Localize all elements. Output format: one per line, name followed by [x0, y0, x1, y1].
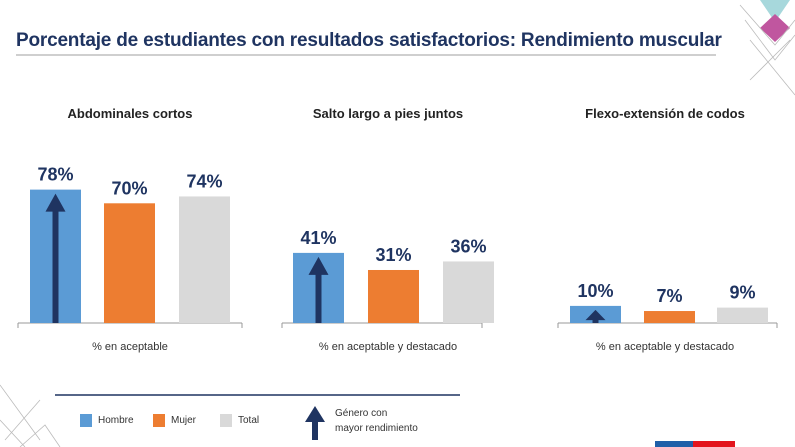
arrow-legend-line1: Género con	[335, 408, 388, 419]
chart-title: Salto largo a pies juntos	[313, 106, 463, 121]
bar-total	[717, 307, 768, 323]
flag-blue	[655, 441, 693, 447]
flag-red	[693, 441, 735, 447]
x-axis-label: % en aceptable y destacado	[319, 341, 457, 353]
legend-swatch-hombre	[80, 414, 92, 427]
arrow-legend-line2: mayor rendimiento	[335, 423, 418, 434]
legend-label: Hombre	[98, 415, 134, 426]
legend-label: Total	[238, 415, 260, 426]
legend-item-hombre: Hombre	[80, 414, 134, 427]
legend-label: Mujer	[171, 415, 197, 426]
arrow-up-icon	[308, 256, 329, 323]
data-label: 10%	[577, 281, 613, 301]
data-label: 9%	[729, 283, 755, 303]
arrow-up-icon	[305, 406, 325, 440]
legend-item-mujer: Mujer	[153, 414, 196, 427]
arrow-up-icon	[45, 193, 66, 323]
legend-swatch-total	[220, 414, 232, 427]
data-label: 78%	[37, 165, 73, 185]
page-title: Porcentaje de estudiantes con resultados…	[16, 30, 722, 51]
bar-total	[179, 196, 230, 323]
data-label: 74%	[186, 171, 222, 191]
chart-title: Flexo-extensión de codos	[585, 106, 745, 121]
data-label: 41%	[300, 228, 336, 248]
legend-swatch-mujer	[153, 414, 165, 427]
arrow-legend-text: Género con mayor rendimiento	[335, 406, 418, 436]
data-label: 31%	[375, 245, 411, 265]
data-label: 70%	[111, 178, 147, 198]
title-divider	[16, 54, 716, 56]
legend-item-total: Total	[220, 414, 259, 427]
arrow-up-icon	[585, 309, 606, 323]
bar-mujer	[644, 311, 695, 323]
chart-title: Abdominales cortos	[68, 106, 193, 121]
bar-mujer	[368, 269, 419, 323]
data-label: 36%	[450, 236, 486, 256]
bar-mujer	[104, 203, 155, 323]
x-axis-label: % en aceptable y destacado	[596, 341, 734, 353]
bar-total	[443, 261, 494, 323]
x-axis-label: % en aceptable	[92, 341, 168, 353]
data-label: 7%	[656, 286, 682, 306]
teal-diamond	[760, 0, 790, 22]
